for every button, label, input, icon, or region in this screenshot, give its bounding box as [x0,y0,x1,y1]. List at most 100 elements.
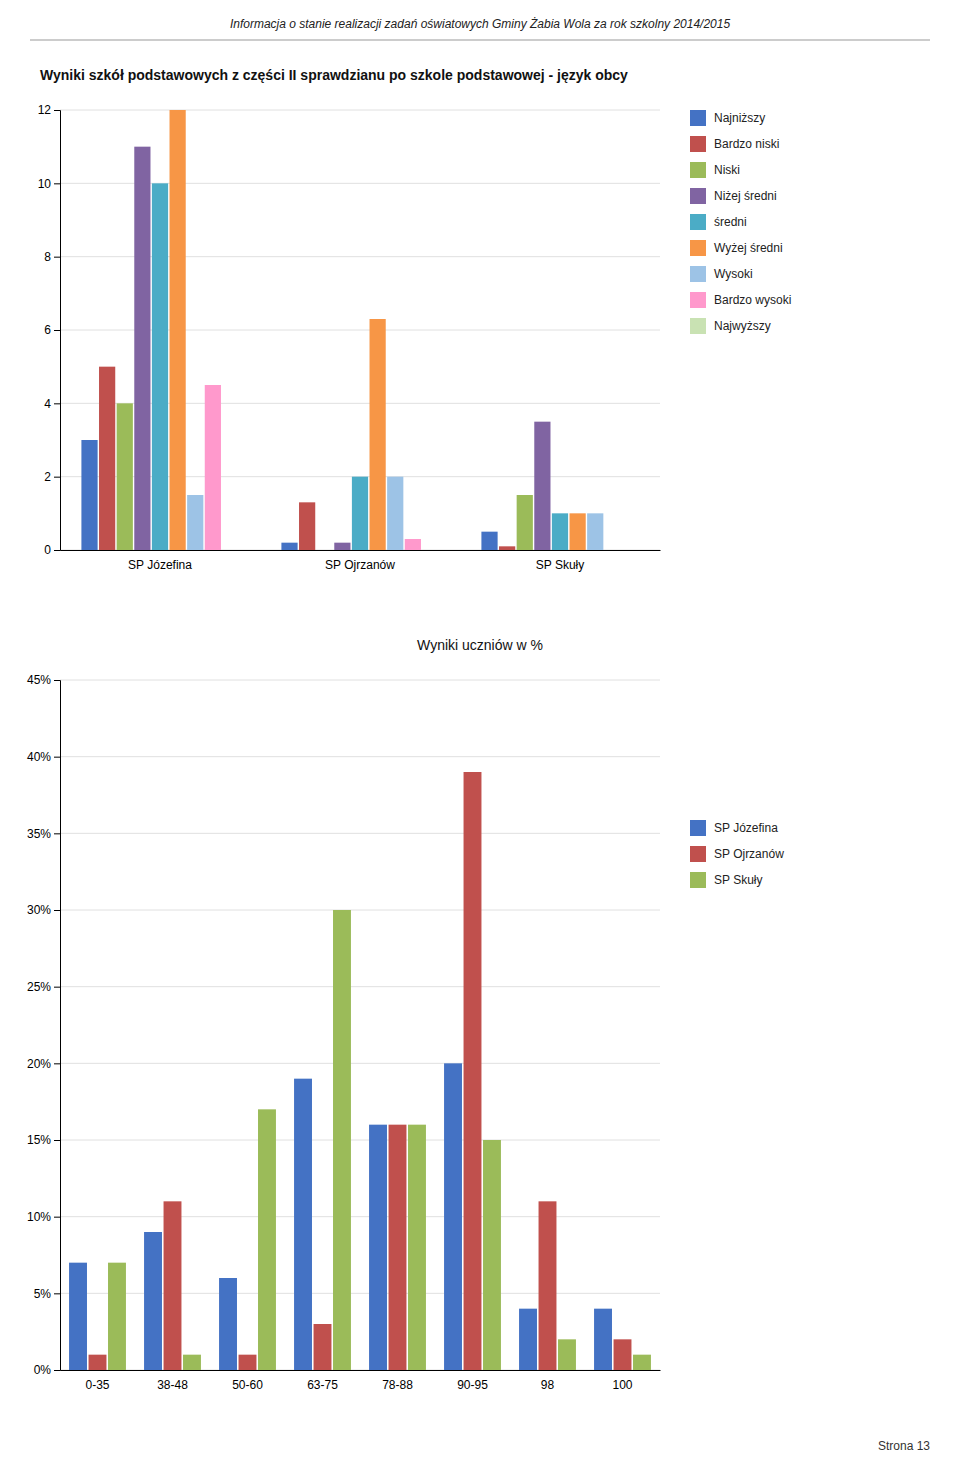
tick-mark [54,1140,60,1141]
bar [499,546,515,550]
legend-swatch [690,292,706,308]
tick-mark [54,1063,60,1064]
legend-label: SP Ojrzanów [714,847,784,861]
bar [481,532,497,550]
bar [387,477,403,550]
tick-label: 10 [38,177,52,191]
legend: NajniższyBardzo niskiNiskiNiżej średniśr… [690,110,791,334]
y-tick: 5% [34,1287,60,1301]
legend-item: Najwyższy [690,318,771,334]
grid [60,680,660,1370]
tick-mark [54,1217,60,1218]
bar [517,495,533,550]
bar [605,550,621,551]
axis-domain [61,550,661,551]
legend-swatch [690,266,706,282]
tick-label: 6 [44,323,51,337]
bar [152,183,168,550]
bar [205,385,221,550]
tick-mark [54,1293,60,1294]
tick-mark [54,550,60,551]
legend-item: Najniższy [690,110,765,126]
tick-label: 50-60 [232,1378,263,1392]
bar [444,1063,462,1370]
y-tick: 8 [44,250,60,264]
legend-swatch [690,214,706,230]
tick-label: 5% [34,1287,52,1301]
legend-swatch [690,318,706,334]
legend-swatch [690,110,706,126]
grid-line [60,910,660,911]
legend-label: średni [714,215,747,229]
tick-label: 10% [27,1210,51,1224]
legend-item: Wyżej średni [690,240,783,256]
bar [633,1355,651,1370]
bar [99,367,115,550]
x-tick: 38-48 [157,1378,188,1392]
x-tick: SP Ojrzanów [325,558,395,572]
legend-label: Bardzo niski [714,137,779,151]
y-tick: 0% [34,1363,60,1377]
bar [483,1140,501,1370]
x-tick: SP Józefina [128,558,192,572]
tick-label: 40% [27,750,51,764]
tick-mark [54,833,60,834]
bars [69,772,651,1370]
axis-domain [54,681,61,1371]
bar [405,539,421,550]
legend-item: Niżej średni [690,188,777,204]
bar [144,1232,162,1370]
x-tick: SP Skuły [536,558,584,572]
tick-label: 63-75 [307,1378,338,1392]
y-tick: 30% [27,903,60,917]
y-tick: 6 [44,323,60,337]
tick-label: 30% [27,903,51,917]
bar [558,1339,576,1370]
y-axis: 0%5%10%15%20%25%30%35%40%45% [27,673,61,1377]
bar [299,502,315,550]
chart-title: Wyniki szkół podstawowych z części II sp… [40,67,628,83]
x-tick: 100 [612,1378,632,1392]
bar [614,1339,632,1370]
legend-label: SP Skuły [714,873,762,887]
x-tick: 0-35 [85,1378,109,1392]
tick-mark [54,757,60,758]
plot: 024681012SP JózefinaSP OjrzanówSP Skuły [38,103,661,571]
y-tick: 25% [27,980,60,994]
tick-label: 100 [612,1378,632,1392]
tick-mark [54,110,60,111]
bar [552,513,568,550]
bar [334,543,350,550]
tick-label: 0 [44,543,51,557]
tick-label: 12 [38,103,52,117]
tick-mark [54,403,60,404]
bars [81,110,603,550]
tick-label: SP Ojrzanów [325,558,395,572]
bar [352,477,368,550]
header-rule [30,40,930,41]
tick-label: SP Józefina [128,558,192,572]
grid-line [60,756,660,757]
tick-label: 0% [34,1363,52,1377]
legend-label: SP Józefina [714,821,778,835]
y-tick: 35% [27,827,60,841]
x-tick: 63-75 [307,1378,338,1392]
legend-swatch [690,872,706,888]
legend-item: Bardzo wysoki [690,292,791,308]
y-tick: 12 [38,103,60,117]
bar [219,1278,237,1370]
tick-label: 38-48 [157,1378,188,1392]
grid-line [60,1063,660,1064]
bar-series [187,477,603,550]
y-tick: 15% [27,1133,60,1147]
x-tick: 98 [541,1378,555,1392]
tick-label: 25% [27,980,51,994]
legend-item: średni [690,214,747,230]
x-axis: 0-3538-4850-6063-7578-8890-9598100 [61,1371,661,1392]
bar [587,513,603,550]
grid-line [60,680,660,681]
x-tick: 90-95 [457,1378,488,1392]
bar [81,440,97,550]
bar [594,1309,612,1370]
legend-swatch [690,162,706,178]
